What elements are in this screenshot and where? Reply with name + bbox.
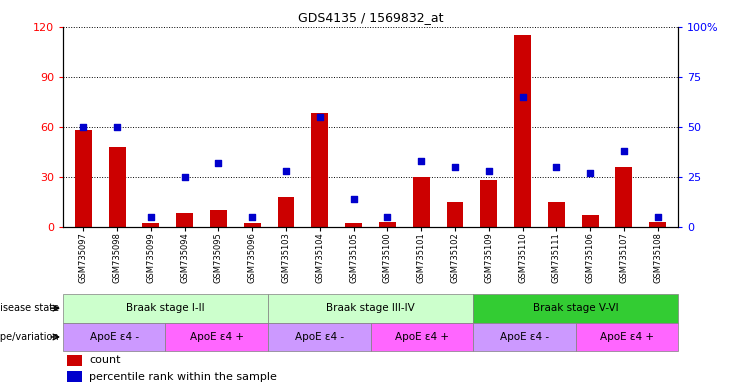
Point bbox=[551, 164, 562, 170]
Text: count: count bbox=[89, 356, 121, 366]
Bar bbox=[370, 323, 473, 351]
Text: ApoE ε4 -: ApoE ε4 - bbox=[295, 332, 344, 342]
Bar bbox=[278, 197, 294, 227]
Point bbox=[483, 167, 495, 174]
Bar bbox=[345, 223, 362, 227]
Point bbox=[246, 214, 258, 220]
Text: genotype/variation: genotype/variation bbox=[0, 332, 59, 342]
Text: Braak stage III-IV: Braak stage III-IV bbox=[326, 303, 415, 313]
Point bbox=[652, 214, 664, 220]
Text: ApoE ε4 -: ApoE ε4 - bbox=[90, 332, 139, 342]
Bar bbox=[210, 210, 227, 227]
Bar bbox=[649, 222, 666, 227]
Point bbox=[618, 147, 630, 154]
Text: disease state: disease state bbox=[0, 303, 59, 313]
Bar bbox=[165, 323, 268, 351]
Bar bbox=[480, 180, 497, 227]
Bar bbox=[109, 147, 125, 227]
Point bbox=[314, 114, 326, 120]
Bar bbox=[176, 213, 193, 227]
Point bbox=[516, 94, 528, 100]
Bar bbox=[616, 167, 632, 227]
Point bbox=[77, 124, 89, 130]
Bar bbox=[67, 371, 82, 382]
Text: percentile rank within the sample: percentile rank within the sample bbox=[89, 372, 277, 382]
Point bbox=[111, 124, 123, 130]
Text: Braak stage I-II: Braak stage I-II bbox=[126, 303, 205, 313]
Text: ApoE ε4 -: ApoE ε4 - bbox=[499, 332, 549, 342]
Bar bbox=[514, 35, 531, 227]
Bar bbox=[268, 323, 370, 351]
Bar bbox=[576, 323, 678, 351]
Text: GDS4135 / 1569832_at: GDS4135 / 1569832_at bbox=[298, 12, 443, 25]
Bar bbox=[413, 177, 430, 227]
Bar bbox=[67, 355, 82, 366]
Text: ApoE ε4 +: ApoE ε4 + bbox=[395, 332, 449, 342]
Text: ApoE ε4 +: ApoE ε4 + bbox=[599, 332, 654, 342]
Bar bbox=[311, 113, 328, 227]
Point bbox=[213, 160, 225, 166]
Bar bbox=[63, 323, 165, 351]
Point bbox=[145, 214, 157, 220]
Point bbox=[382, 214, 393, 220]
Bar bbox=[548, 202, 565, 227]
Bar bbox=[75, 130, 92, 227]
Bar bbox=[244, 223, 261, 227]
Bar bbox=[142, 223, 159, 227]
Point bbox=[280, 167, 292, 174]
Text: ApoE ε4 +: ApoE ε4 + bbox=[190, 332, 244, 342]
Text: Braak stage V-VI: Braak stage V-VI bbox=[533, 303, 618, 313]
Bar bbox=[63, 294, 268, 323]
Bar bbox=[582, 215, 599, 227]
Bar bbox=[268, 294, 473, 323]
Bar bbox=[379, 222, 396, 227]
Point bbox=[415, 157, 427, 164]
Point bbox=[584, 170, 596, 176]
Bar bbox=[447, 202, 463, 227]
Point bbox=[348, 195, 359, 202]
Point bbox=[449, 164, 461, 170]
Point bbox=[179, 174, 190, 180]
Bar bbox=[473, 323, 576, 351]
Bar bbox=[473, 294, 678, 323]
